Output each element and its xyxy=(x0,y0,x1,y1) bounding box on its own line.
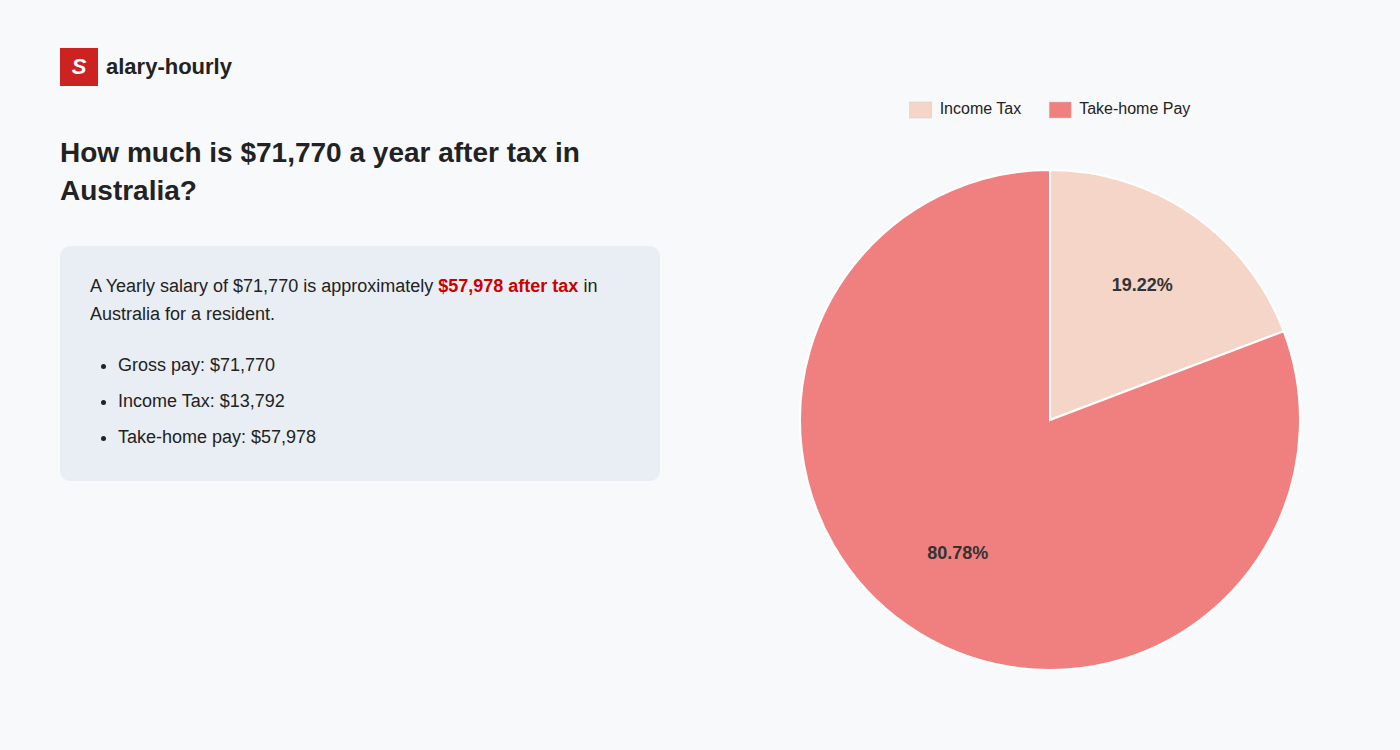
info-text: A Yearly salary of $71,770 is approximat… xyxy=(90,272,630,330)
legend-swatch xyxy=(910,102,932,118)
bullet-text: Income Tax: $13,792 xyxy=(118,391,285,411)
legend-item: Take-home Pay xyxy=(1049,100,1190,118)
legend-label: Take-home Pay xyxy=(1079,100,1190,117)
info-text-run: A Yearly salary of $71,770 is approximat… xyxy=(90,276,433,296)
title: How much is $71,770 a year after tax in … xyxy=(60,134,660,210)
legend-swatch xyxy=(1049,102,1071,118)
logo: Salary-hourly xyxy=(60,48,660,86)
text-panel: Salary-hourly How much is $71,770 a year … xyxy=(60,48,660,481)
highlight-text: $57,978 after tax xyxy=(438,276,578,296)
data-labels: 19.22% 80.78% xyxy=(927,275,1173,563)
info-box: A Yearly salary of $71,770 is approximat… xyxy=(60,246,660,482)
data-label: 80.78% xyxy=(927,543,988,563)
bullet-item: Gross pay: $71,770 xyxy=(118,347,630,383)
legend-label: Income Tax xyxy=(940,100,1022,117)
bullet-text: Gross pay: $71,770 xyxy=(118,355,275,375)
data-label: 19.22% xyxy=(1112,275,1173,295)
bullet-text: Take-home pay: $57,978 xyxy=(118,427,316,447)
bullet-item: Income Tax: $13,792 xyxy=(118,383,630,419)
legend: Income Tax Take-home Pay xyxy=(910,100,1191,118)
bullet-item: Take-home pay: $57,978 xyxy=(118,419,630,455)
logo-mark: S xyxy=(60,48,98,86)
bullet-list: Gross pay: $71,770 Income Tax: $13,792 Tak… xyxy=(90,347,630,455)
pie-chart: 19.22% 80.78% Income Tax Take-home Pay xyxy=(700,0,1400,750)
pie-slice xyxy=(800,170,1300,670)
legend-item: Income Tax xyxy=(910,100,1022,118)
slices xyxy=(800,170,1300,670)
logo-text: alary-hourly xyxy=(106,54,232,80)
